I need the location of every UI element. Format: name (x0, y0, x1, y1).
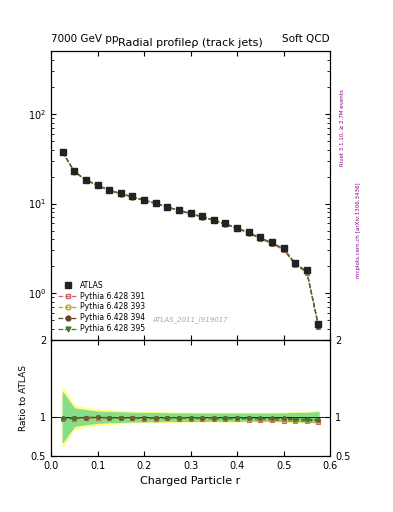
Text: Soft QCD: Soft QCD (283, 33, 330, 44)
Y-axis label: Ratio to ATLAS: Ratio to ATLAS (19, 365, 28, 431)
Text: 7000 GeV pp: 7000 GeV pp (51, 33, 119, 44)
Text: ATLAS_2011_I919017: ATLAS_2011_I919017 (153, 316, 228, 323)
Text: mcplots.cern.ch [arXiv:1306.3436]: mcplots.cern.ch [arXiv:1306.3436] (356, 183, 361, 278)
X-axis label: Charged Particle r: Charged Particle r (140, 476, 241, 486)
Title: Radial profileρ (track jets): Radial profileρ (track jets) (118, 38, 263, 48)
Text: Rivet 3.1.10, ≥ 2.7M events: Rivet 3.1.10, ≥ 2.7M events (340, 90, 345, 166)
Legend: ATLAS, Pythia 6.428 391, Pythia 6.428 393, Pythia 6.428 394, Pythia 6.428 395: ATLAS, Pythia 6.428 391, Pythia 6.428 39… (55, 278, 148, 336)
